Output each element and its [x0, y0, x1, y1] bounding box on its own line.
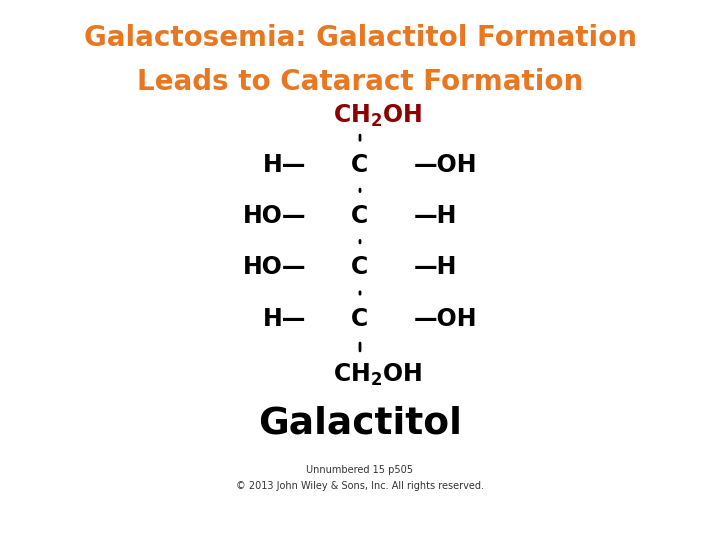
Text: —H: —H [414, 204, 457, 228]
Text: C: C [351, 255, 369, 279]
Text: Unnumbered 15 p505: Unnumbered 15 p505 [307, 465, 413, 475]
Text: —OH: —OH [414, 153, 477, 177]
Text: Leads to Cataract Formation: Leads to Cataract Formation [137, 68, 583, 96]
Text: Galactitol: Galactitol [258, 406, 462, 442]
Text: C: C [351, 153, 369, 177]
Text: HO—: HO— [243, 255, 306, 279]
Text: —H: —H [414, 255, 457, 279]
Text: C: C [351, 307, 369, 330]
Text: © 2013 John Wiley & Sons, Inc. All rights reserved.: © 2013 John Wiley & Sons, Inc. All right… [236, 481, 484, 491]
Text: Galactosemia: Galactitol Formation: Galactosemia: Galactitol Formation [84, 24, 636, 52]
Text: H—: H— [263, 307, 306, 330]
Text: H—: H— [263, 153, 306, 177]
Text: —OH: —OH [414, 307, 477, 330]
Text: $\mathbf{CH_2OH}$: $\mathbf{CH_2OH}$ [333, 362, 423, 388]
Text: HO—: HO— [243, 204, 306, 228]
Text: $\mathbf{CH_2OH}$: $\mathbf{CH_2OH}$ [333, 103, 423, 129]
Text: C: C [351, 204, 369, 228]
